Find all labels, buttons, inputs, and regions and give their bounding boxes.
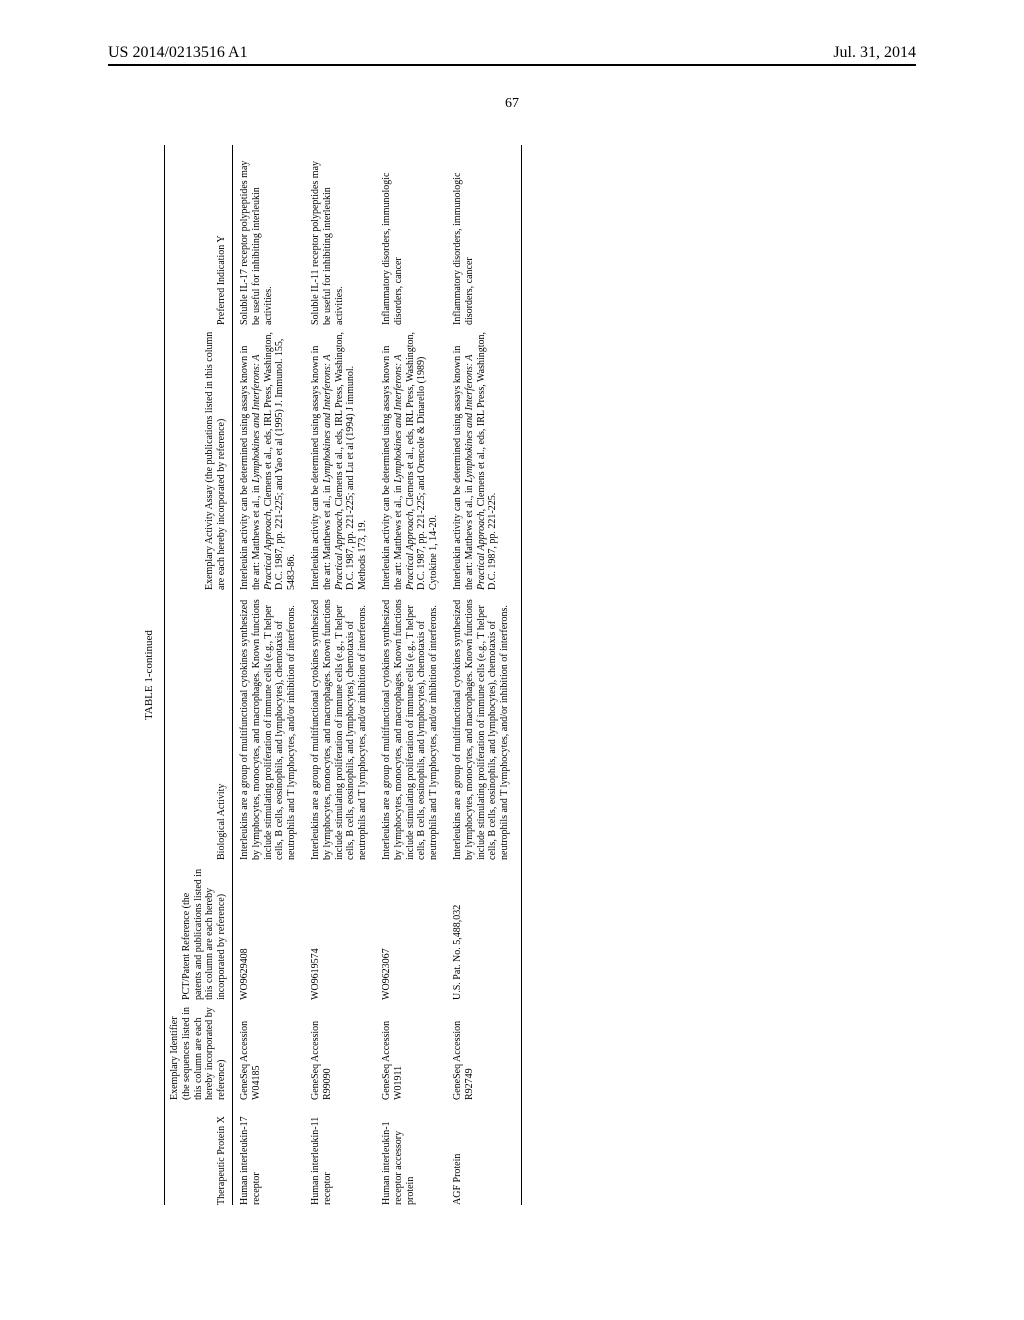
cell-protein: AGF Protein (446, 1100, 521, 1205)
cell-patent: WO9629408 (232, 860, 303, 1000)
cell-protein: Human interleukin-11 receptor (304, 1100, 375, 1205)
cell-activity: Interleukins are a group of multifunctio… (446, 590, 521, 860)
col-header: PCT/Patent Reference (the patents and pu… (164, 860, 232, 1000)
table-container: TABLE 1-continued Therapeutic Protein X … (0, 307, 1024, 1043)
col-header: Preferred Indication Y (164, 145, 232, 325)
cell-activity: Interleukins are a group of multifunctio… (232, 590, 303, 860)
cell-indication: Soluble IL-11 receptor polypeptides may … (304, 145, 375, 325)
col-header: Exemplary Activity Assay (the publicatio… (164, 325, 232, 590)
table-inner: TABLE 1-continued Therapeutic Protein X … (143, 145, 879, 1205)
cell-protein: Human interleukin-17 receptor (232, 1100, 303, 1205)
cell-identifier: GeneSeq Accession W04185 (232, 1000, 303, 1100)
cell-assay: Interleukin activity can be determined u… (446, 325, 521, 590)
page-header: US 2014/0213516 A1 Jul. 31, 2014 (108, 44, 916, 66)
col-header: Therapeutic Protein X (164, 1100, 232, 1205)
cell-assay: Interleukin activity can be determined u… (232, 325, 303, 590)
cell-patent: WO9619574 (304, 860, 375, 1000)
cell-activity: Interleukins are a group of multifunctio… (375, 590, 446, 860)
cell-identifier: GeneSeq Accession W01911 (375, 1000, 446, 1100)
cell-activity: Interleukins are a group of multifunctio… (304, 590, 375, 860)
table-row: Human interleukin-17 receptor GeneSeq Ac… (232, 145, 303, 1205)
table-title: TABLE 1-continued (143, 145, 156, 1205)
col-header: Biological Activity (164, 590, 232, 860)
col-header: Exemplary Identifier (the sequences list… (164, 1000, 232, 1100)
pub-number: US 2014/0213516 A1 (108, 44, 248, 62)
cell-patent: U.S. Pat. No. 5,488,032 (446, 860, 521, 1000)
cell-identifier: GeneSeq Accession R92749 (446, 1000, 521, 1100)
page-number: 67 (0, 96, 1024, 112)
cell-patent: WO9623067 (375, 860, 446, 1000)
table-row: AGF Protein GeneSeq Accession R92749 U.S… (446, 145, 521, 1205)
table-row: Human interleukin-11 receptor GeneSeq Ac… (304, 145, 375, 1205)
table-row: Human interleukin-1 receptor accessory p… (375, 145, 446, 1205)
cell-indication: Inflammatory disorders, immunologic diso… (446, 145, 521, 325)
cell-indication: Soluble IL-17 receptor polypeptides may … (232, 145, 303, 325)
table-body: Human interleukin-17 receptor GeneSeq Ac… (232, 145, 521, 1205)
table-head: Therapeutic Protein X Exemplary Identifi… (164, 145, 232, 1205)
cell-indication: Inflammatory disorders, immunologic diso… (375, 145, 446, 325)
data-table: Therapeutic Protein X Exemplary Identifi… (164, 145, 522, 1205)
cell-assay: Interleukin activity can be determined u… (375, 325, 446, 590)
cell-assay: Interleukin activity can be determined u… (304, 325, 375, 590)
cell-identifier: GeneSeq Accession R99090 (304, 1000, 375, 1100)
pub-date: Jul. 31, 2014 (833, 44, 916, 62)
cell-protein: Human interleukin-1 receptor accessory p… (375, 1100, 446, 1205)
